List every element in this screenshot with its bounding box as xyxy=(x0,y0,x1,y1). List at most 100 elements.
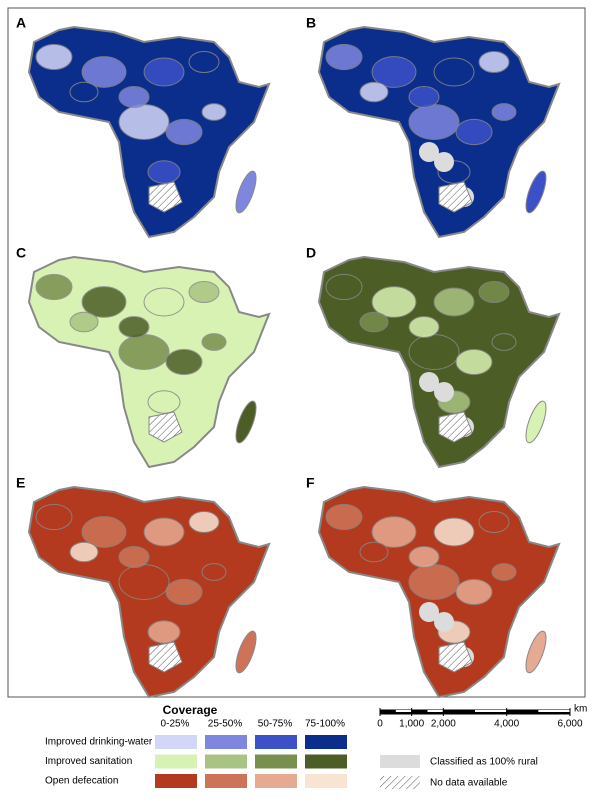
region xyxy=(81,516,127,548)
region xyxy=(371,516,417,548)
region xyxy=(165,118,203,146)
swatch xyxy=(205,735,247,749)
scale-tick-label: 6,000 xyxy=(557,719,582,730)
madagascar xyxy=(525,400,547,444)
madagascar xyxy=(235,170,257,214)
region xyxy=(201,103,227,121)
no-data xyxy=(148,411,183,443)
no-data xyxy=(148,641,183,673)
region xyxy=(408,104,460,140)
region xyxy=(165,578,203,606)
region xyxy=(478,51,510,73)
region xyxy=(69,81,99,103)
region xyxy=(143,517,185,547)
region xyxy=(408,334,460,370)
panel-label: F xyxy=(306,475,315,491)
rural-area xyxy=(434,612,454,632)
region xyxy=(491,333,517,351)
map-panel: B xyxy=(306,15,560,238)
region xyxy=(69,541,99,563)
no-data xyxy=(438,411,473,443)
region xyxy=(118,86,150,108)
no-data xyxy=(438,181,473,213)
scale-tick-label: 0 xyxy=(377,719,383,730)
region xyxy=(478,281,510,303)
region xyxy=(147,390,181,414)
region xyxy=(81,56,127,88)
region xyxy=(81,286,127,318)
swatch xyxy=(305,735,347,749)
legend-title: Coverage xyxy=(163,703,218,717)
region xyxy=(408,546,440,568)
region xyxy=(455,578,493,606)
panel-label: D xyxy=(306,245,316,261)
region xyxy=(491,103,517,121)
region xyxy=(35,503,73,531)
scale-unit: km xyxy=(574,704,587,715)
region xyxy=(455,348,493,376)
map-panel: D xyxy=(306,245,560,468)
region xyxy=(147,160,181,184)
nodata-label: No data available xyxy=(430,778,508,789)
scale-segment xyxy=(538,710,570,712)
madagascar xyxy=(235,630,257,674)
region xyxy=(408,316,440,338)
scale-segment xyxy=(427,710,444,712)
scale-segment xyxy=(475,710,507,712)
region xyxy=(147,620,181,644)
region xyxy=(35,273,73,301)
class-label: 25-50% xyxy=(208,719,243,730)
rural-area xyxy=(419,372,439,392)
rural-swatch xyxy=(380,755,420,768)
rural-area xyxy=(419,142,439,162)
region xyxy=(165,348,203,376)
panel-label: C xyxy=(16,245,26,261)
panel-label: A xyxy=(16,15,26,31)
class-label: 75-100% xyxy=(305,719,345,730)
swatch xyxy=(305,754,347,769)
rural-area xyxy=(419,602,439,622)
region xyxy=(188,281,220,303)
map-panel: F xyxy=(306,475,560,698)
swatch xyxy=(155,774,197,788)
panel-label: B xyxy=(306,15,316,31)
rural-area xyxy=(434,152,454,172)
row-label: Improved sanitation xyxy=(45,756,132,767)
region xyxy=(188,511,220,533)
swatch xyxy=(255,754,297,769)
region xyxy=(118,546,150,568)
region xyxy=(478,511,510,533)
scale-tick-label: 2,000 xyxy=(431,719,456,730)
rural-area xyxy=(434,382,454,402)
region xyxy=(325,43,363,71)
region xyxy=(118,316,150,338)
rural-label: Classified as 100% rural xyxy=(430,757,538,768)
madagascar xyxy=(235,400,257,444)
region xyxy=(143,287,185,317)
swatch xyxy=(155,735,197,749)
panel-label: E xyxy=(16,475,25,491)
region xyxy=(455,118,493,146)
scale-tick-label: 1,000 xyxy=(399,719,424,730)
region xyxy=(491,563,517,581)
region xyxy=(118,564,170,600)
map-panel: A xyxy=(16,15,270,238)
swatch xyxy=(205,754,247,769)
scale-tick-label: 4,000 xyxy=(494,719,519,730)
region xyxy=(325,503,363,531)
no-data xyxy=(438,641,473,673)
row-label: Open defecation xyxy=(45,776,118,787)
map-panel: E xyxy=(16,475,270,698)
row-label: Improved drinking-water xyxy=(45,737,153,748)
region xyxy=(433,287,475,317)
swatch xyxy=(255,774,297,788)
region xyxy=(359,541,389,563)
swatch xyxy=(255,735,297,749)
region xyxy=(201,563,227,581)
region xyxy=(69,311,99,333)
scale-segment xyxy=(395,710,412,712)
class-label: 50-75% xyxy=(258,719,293,730)
region xyxy=(408,564,460,600)
region xyxy=(325,273,363,301)
